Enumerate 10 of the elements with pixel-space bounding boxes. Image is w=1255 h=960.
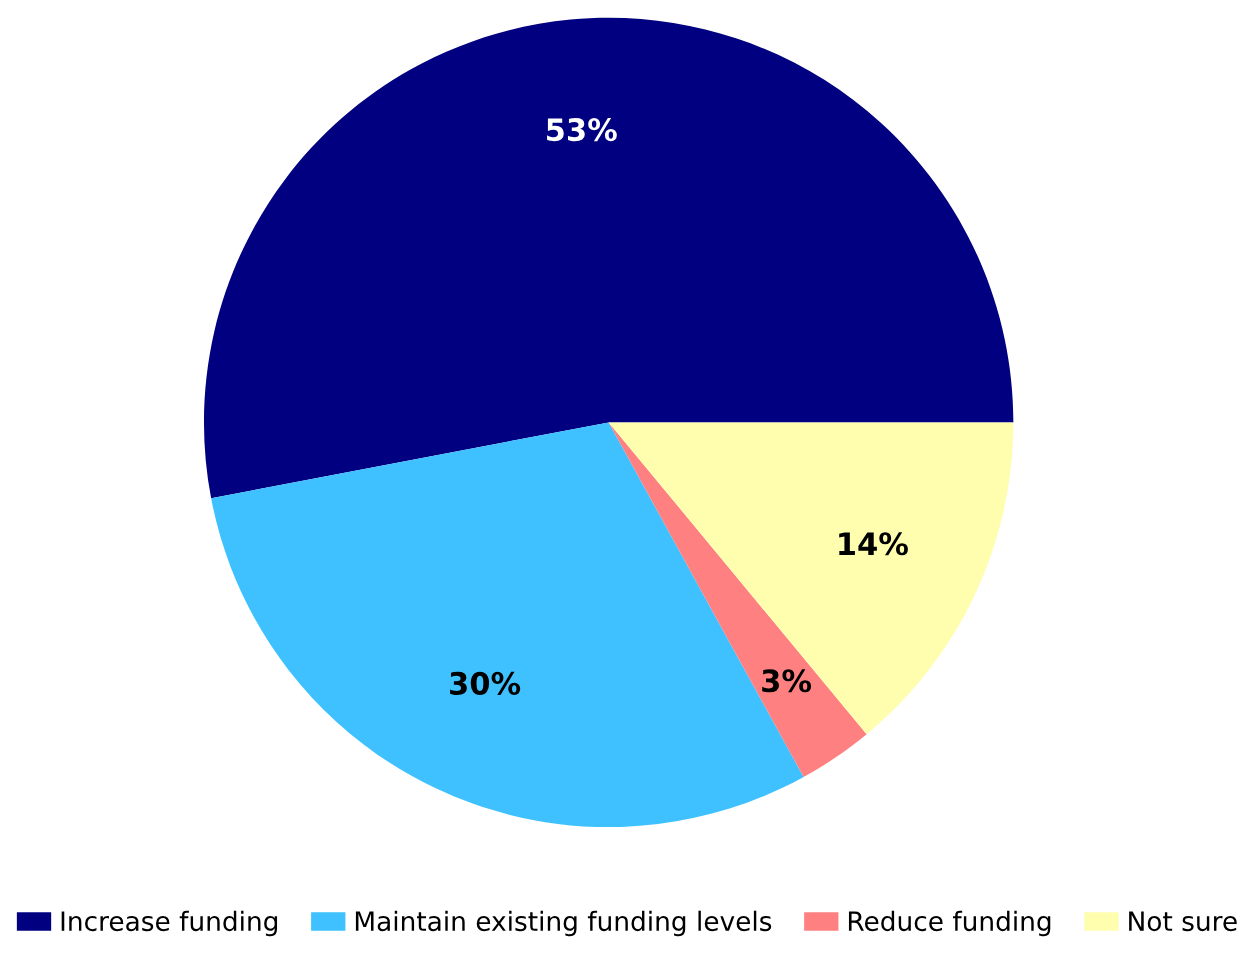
legend-label: Reduce funding <box>848 910 1051 937</box>
legend-label: Not sure <box>1129 911 1237 932</box>
pie-slice <box>608 422 1014 735</box>
data-label: 14% <box>839 532 908 556</box>
data-label: 53% <box>547 118 617 142</box>
legend-label: Maintain existing funding levels <box>355 910 772 937</box>
data-label: 30% <box>450 671 521 695</box>
pie-slice <box>204 17 1014 499</box>
legend-label: Increase funding <box>61 910 278 937</box>
data-label: 3% <box>762 669 812 693</box>
